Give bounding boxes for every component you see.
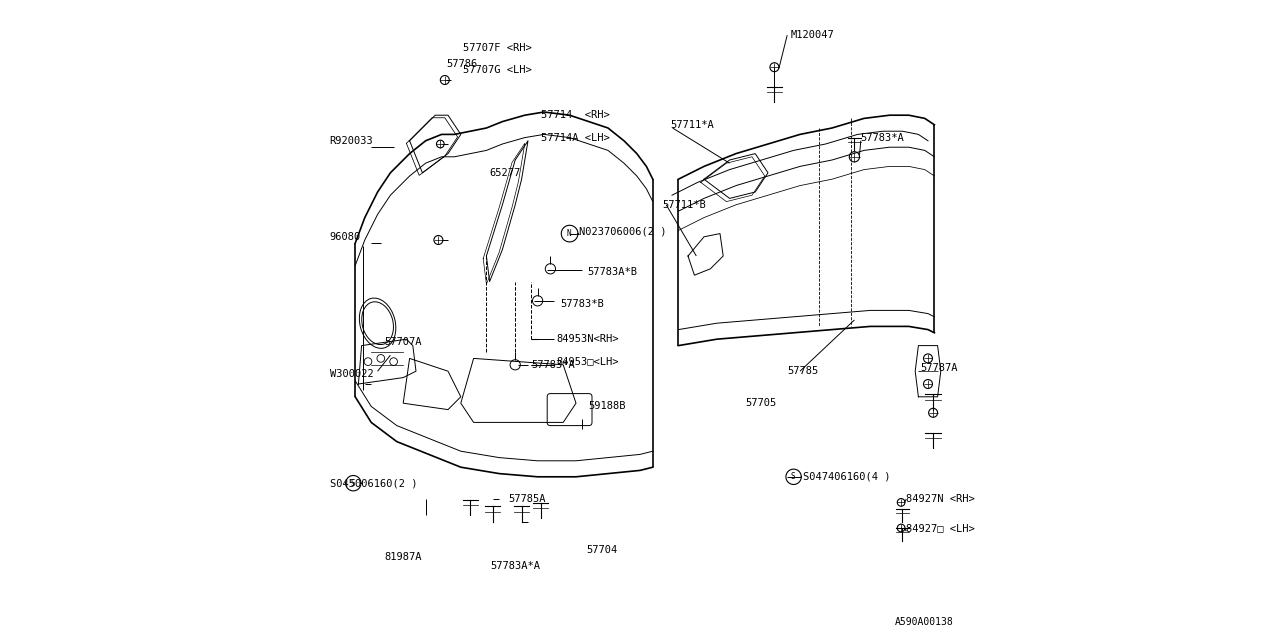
Text: S045006160(2 ): S045006160(2 ) (330, 478, 417, 488)
Text: 57714A <LH>: 57714A <LH> (540, 132, 609, 143)
Text: 57704: 57704 (586, 545, 617, 556)
Text: S047406160(4 ): S047406160(4 ) (804, 472, 891, 482)
Text: A590A00138: A590A00138 (895, 617, 954, 627)
Text: 57783A*A: 57783A*A (490, 561, 540, 572)
Text: 84953N<RH>: 84953N<RH> (557, 334, 620, 344)
Text: 84927N <RH>: 84927N <RH> (906, 494, 974, 504)
Text: S: S (791, 472, 795, 481)
Text: 57707A: 57707A (384, 337, 421, 348)
Text: 84927□ <LH>: 84927□ <LH> (906, 523, 974, 533)
Text: N: N (567, 229, 571, 238)
Text: 57783*A: 57783*A (860, 132, 905, 143)
Text: 65277: 65277 (490, 168, 521, 178)
Text: R920033: R920033 (330, 136, 374, 146)
Text: 81987A: 81987A (384, 552, 422, 562)
Text: W300022: W300022 (330, 369, 374, 380)
Text: 57711*B: 57711*B (663, 200, 707, 210)
Text: 57783A*B: 57783A*B (588, 267, 637, 277)
Text: 59188B: 59188B (589, 401, 626, 412)
Text: 57711*A: 57711*A (671, 120, 714, 130)
Text: 57783*A: 57783*A (531, 360, 575, 370)
Text: 57787A: 57787A (920, 363, 957, 373)
Text: 57705: 57705 (745, 398, 777, 408)
Text: 57786: 57786 (447, 59, 477, 69)
Text: 57785A: 57785A (508, 494, 547, 504)
Text: 57783*B: 57783*B (561, 299, 604, 309)
Text: N023706006(2 ): N023706006(2 ) (580, 227, 667, 237)
Text: 57707G <LH>: 57707G <LH> (463, 65, 532, 76)
Text: 84953□<LH>: 84953□<LH> (557, 356, 620, 367)
Text: 57714  <RH>: 57714 <RH> (540, 110, 609, 120)
Text: S: S (351, 479, 355, 488)
Text: 57785: 57785 (787, 366, 818, 376)
Text: 96080: 96080 (330, 232, 361, 242)
Text: M120047: M120047 (791, 30, 835, 40)
Text: 57707F <RH>: 57707F <RH> (463, 43, 532, 53)
